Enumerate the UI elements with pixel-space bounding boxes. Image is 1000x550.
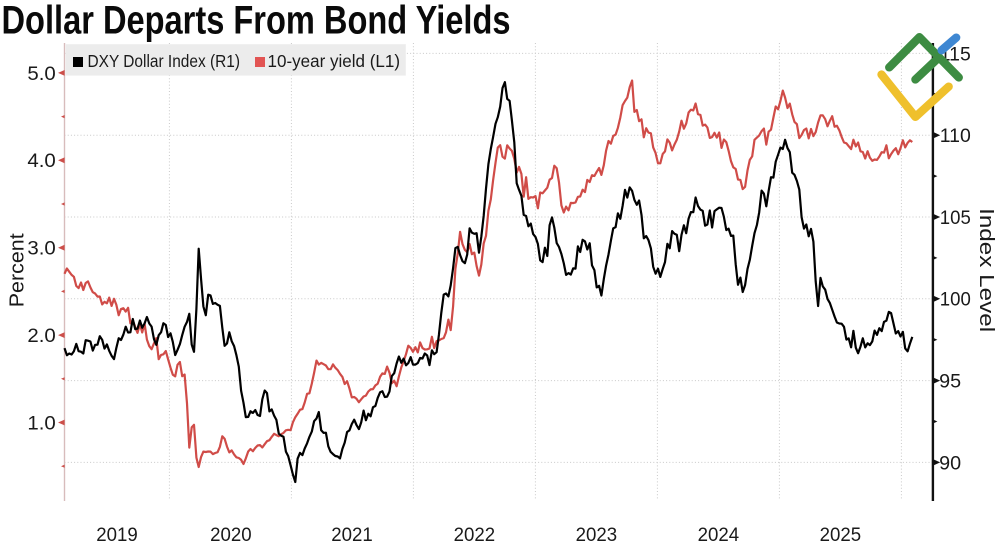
svg-text:4.0: 4.0 bbox=[27, 151, 55, 172]
svg-text:2022: 2022 bbox=[454, 524, 496, 545]
svg-text:110: 110 bbox=[940, 126, 971, 147]
svg-text:90: 90 bbox=[939, 453, 961, 474]
svg-text:Index Level: Index Level bbox=[975, 208, 997, 332]
svg-text:2019: 2019 bbox=[96, 524, 138, 545]
svg-text:100: 100 bbox=[940, 290, 971, 311]
svg-text:2024: 2024 bbox=[698, 524, 740, 545]
svg-text:95: 95 bbox=[939, 372, 961, 393]
svg-text:2021: 2021 bbox=[331, 524, 373, 545]
svg-text:2023: 2023 bbox=[576, 524, 618, 545]
svg-text:105: 105 bbox=[940, 208, 971, 229]
svg-text:5.0: 5.0 bbox=[27, 64, 55, 85]
svg-text:DXY Dollar Index (R1): DXY Dollar Index (R1) bbox=[88, 51, 241, 71]
svg-text:Dollar Departs From Bond Yield: Dollar Departs From Bond Yields bbox=[2, 0, 511, 43]
svg-text:2020: 2020 bbox=[210, 524, 252, 545]
svg-text:2025: 2025 bbox=[820, 524, 862, 545]
svg-text:Percent: Percent bbox=[7, 233, 29, 307]
svg-text:1.0: 1.0 bbox=[27, 413, 55, 434]
svg-text:10-year yield (L1): 10-year yield (L1) bbox=[268, 51, 401, 71]
svg-text:2.0: 2.0 bbox=[27, 326, 55, 347]
svg-text:3.0: 3.0 bbox=[27, 239, 55, 260]
